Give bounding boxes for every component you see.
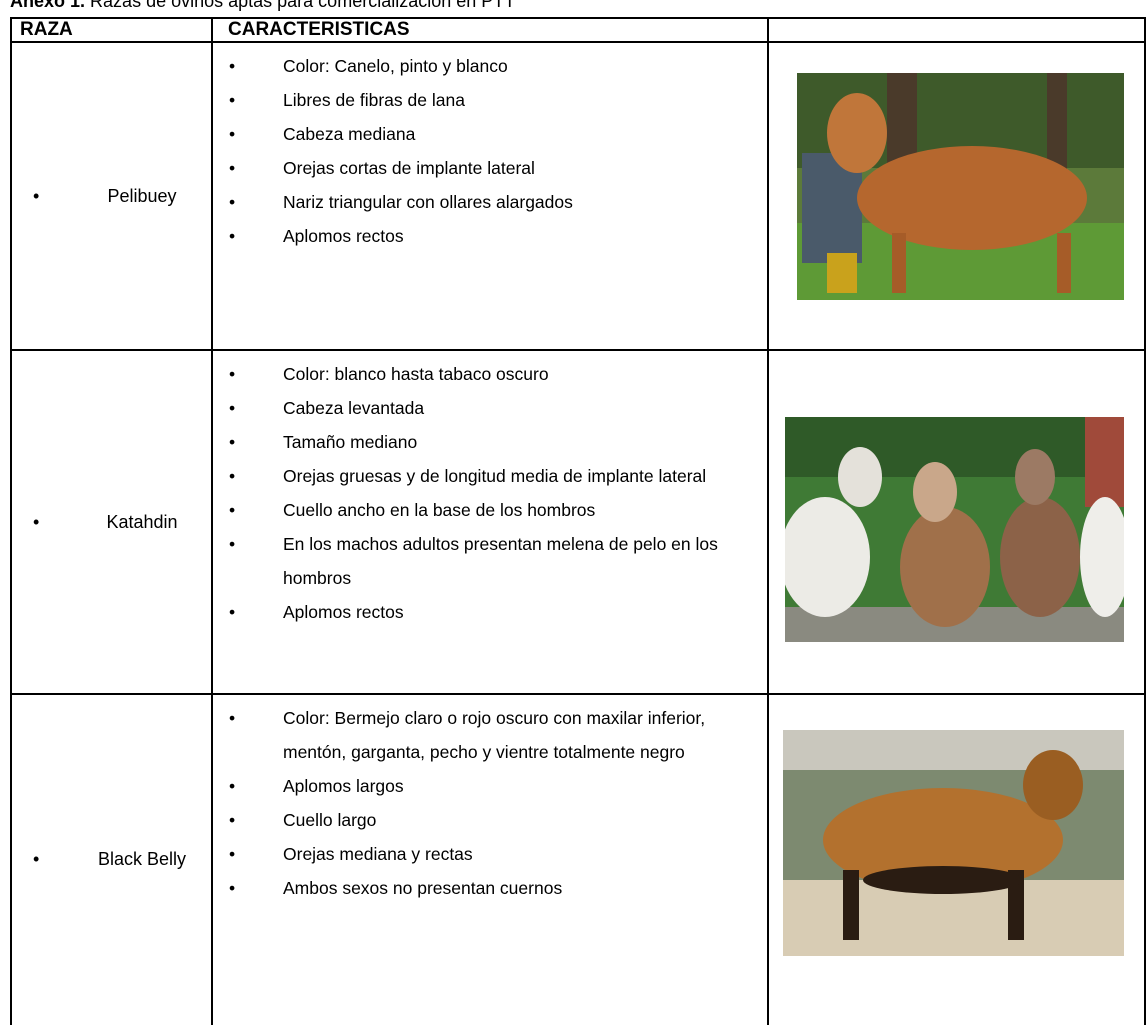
bullet: • [229,602,236,622]
trait-item: • Aplomos rectos [212,219,768,253]
trait-text: Libres de fibras de lana [283,90,465,110]
photo-katahdin [785,417,1124,642]
trait-item: • Cabeza levantada [212,391,768,425]
trait-text: Orejas gruesas y de longitud media de im… [283,466,707,486]
bullet: • [229,810,236,830]
bullet: • [229,844,236,864]
trait-item: • Cuello ancho en la base de los hombros [212,493,768,527]
trait-item: • En los machos adultos presentan melena … [212,527,768,595]
bullet: • [229,466,236,486]
border [1144,17,1146,1025]
trait-text: En los machos adultos presentan melena d… [283,534,718,588]
border [10,349,1146,351]
trait-item: • Aplomos rectos [212,595,768,629]
bullet: • [229,56,236,76]
photo-pelibuey [797,73,1124,300]
bullet: • [229,398,236,418]
bullet: • [229,124,236,144]
trait-text: Nariz triangular con ollares alargados [283,192,573,212]
bullet: • [229,534,236,554]
bullet: • [229,432,236,452]
trait-text: Orejas cortas de implante lateral [283,158,535,178]
trait-item: • Tamaño mediano [212,425,768,459]
trait-text: Aplomos rectos [283,602,404,622]
trait-text: Aplomos largos [283,776,404,796]
bullet: • [229,878,236,898]
trait-list: • Color: Canelo, pinto y blanco • Libres de… [212,49,768,253]
trait-item: • Color: blanco hasta tabaco oscuro [212,357,768,391]
border [10,693,1146,695]
trait-text: Color: Bermejo claro o rojo oscuro con m… [283,708,706,762]
bullet: • [229,158,236,178]
header-cell: CARACTERISTICAS [228,19,410,40]
trait-item: • Orejas gruesas y de longitud media de i… [212,459,768,493]
trait-list: • Color: Bermejo claro o rojo oscuro con … [212,701,768,905]
trait-item: • Orejas mediana y rectas [212,837,768,871]
trait-text: Cabeza mediana [283,124,416,144]
bullet: • [33,849,40,869]
trait-item: • Cabeza mediana [212,117,768,151]
trait-list: • Color: blanco hasta tabaco oscuro • Cabez… [212,357,768,629]
border [767,17,769,1025]
trait-item: • Color: Bermejo claro o rojo oscuro con … [212,701,768,769]
trait-item: • Nariz triangular con ollares alargados [212,185,768,219]
trait-item: • Orejas cortas de implante lateral [212,151,768,185]
bullet: • [33,185,40,206]
caption: Anexo 1. Razas de ovinos aptas para come… [10,0,515,12]
bullet: • [33,511,40,532]
trait-text: Color: Canelo, pinto y blanco [283,56,508,76]
bullet: • [229,90,236,110]
caption-text: Razas de ovinos aptas para comercializac… [90,0,516,11]
trait-text: Cuello largo [283,810,377,830]
breed-cell: • Katahdin [14,350,210,694]
bullet: • [229,708,236,728]
border [211,17,213,1025]
border [10,41,1146,43]
border [10,17,12,1025]
trait-text: Aplomos rectos [283,226,404,246]
trait-text: Ambos sexos no presentan cuernos [283,878,563,898]
breed-cell: • Pelibuey [14,42,210,350]
photo-black-belly [783,730,1124,956]
bullet: • [229,192,236,212]
trait-text: Color: blanco hasta tabaco oscuro [283,364,549,384]
bullet: • [229,500,236,520]
caption-label: Anexo 1. [10,0,86,11]
breed-name: Pelibuey [107,185,177,206]
trait-item: • Cuello largo [212,803,768,837]
breed-name: Black Belly [97,849,187,869]
trait-item: • Aplomos largos [212,769,768,803]
trait-item: • Libres de fibras de lana [212,83,768,117]
border [10,17,1146,19]
trait-text: Orejas mediana y rectas [283,844,473,864]
bullet: • [229,226,236,246]
trait-text: Cuello ancho en la base de los hombros [283,500,596,520]
bullet: • [229,364,236,384]
bullet: • [229,776,236,796]
trait-text: Tamaño mediano [283,432,418,452]
header-cell: RAZA [20,19,73,40]
trait-item: • Color: Canelo, pinto y blanco [212,49,768,83]
trait-item: • Ambos sexos no presentan cuernos [212,871,768,905]
trait-text: Cabeza levantada [283,398,425,418]
breed-cell: • Black Belly [14,694,210,1025]
breed-name: Katahdin [106,511,178,532]
